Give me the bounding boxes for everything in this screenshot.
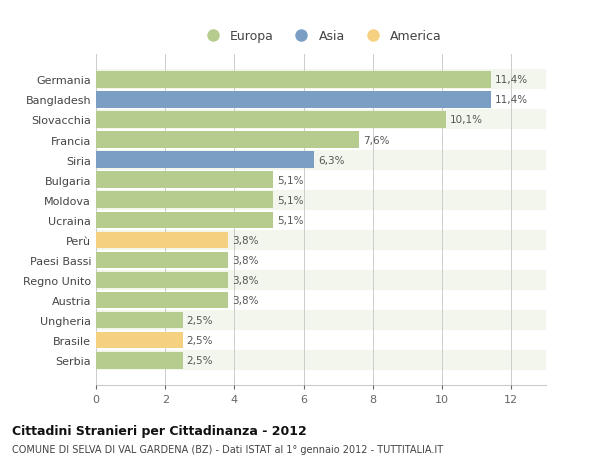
Bar: [96, 353, 182, 369]
Text: 11,4%: 11,4%: [495, 75, 528, 85]
Text: 11,4%: 11,4%: [495, 95, 528, 105]
Bar: [96, 110, 546, 130]
Text: 2,5%: 2,5%: [187, 315, 213, 325]
Bar: [96, 230, 546, 250]
Bar: [96, 152, 314, 168]
Text: COMUNE DI SELVA DI VAL GARDENA (BZ) - Dati ISTAT al 1° gennaio 2012 - TUTTITALIA: COMUNE DI SELVA DI VAL GARDENA (BZ) - Da…: [12, 444, 443, 454]
Bar: [96, 252, 227, 269]
Bar: [96, 112, 446, 129]
Text: 10,1%: 10,1%: [450, 115, 483, 125]
Text: 2,5%: 2,5%: [187, 356, 213, 365]
Bar: [96, 72, 491, 88]
Text: 5,1%: 5,1%: [277, 175, 303, 185]
Bar: [96, 332, 182, 349]
Legend: Europa, Asia, America: Europa, Asia, America: [195, 25, 447, 48]
Text: Cittadini Stranieri per Cittadinanza - 2012: Cittadini Stranieri per Cittadinanza - 2…: [12, 425, 307, 437]
Bar: [96, 92, 491, 108]
Bar: [96, 310, 546, 330]
Bar: [96, 172, 272, 189]
Bar: [96, 312, 182, 329]
Bar: [96, 212, 272, 229]
Bar: [96, 292, 227, 308]
Text: 6,3%: 6,3%: [318, 155, 345, 165]
Bar: [96, 192, 272, 208]
Text: 2,5%: 2,5%: [187, 336, 213, 346]
Bar: [96, 132, 359, 148]
Text: 7,6%: 7,6%: [363, 135, 390, 145]
Bar: [96, 150, 546, 170]
Bar: [96, 232, 227, 249]
Bar: [96, 351, 546, 370]
Text: 5,1%: 5,1%: [277, 215, 303, 225]
Text: 3,8%: 3,8%: [232, 235, 258, 246]
Bar: [96, 190, 546, 210]
Text: 3,8%: 3,8%: [232, 275, 258, 285]
Text: 3,8%: 3,8%: [232, 255, 258, 265]
Bar: [96, 272, 227, 289]
Bar: [96, 270, 546, 291]
Text: 5,1%: 5,1%: [277, 195, 303, 205]
Text: 3,8%: 3,8%: [232, 296, 258, 305]
Bar: [96, 70, 546, 90]
